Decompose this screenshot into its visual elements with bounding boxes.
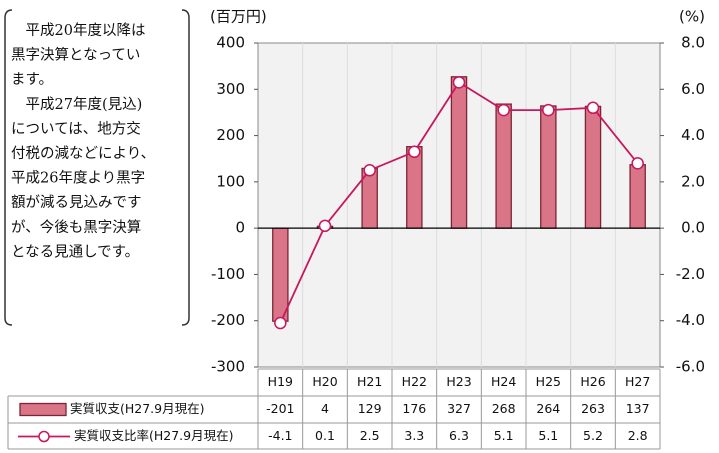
- x-tick-label: H22: [402, 374, 427, 389]
- y2-tick-label: -6.0: [676, 358, 705, 376]
- line-marker: [631, 157, 644, 170]
- table-value: 4: [321, 401, 329, 416]
- x-tick-label: H24: [491, 374, 516, 389]
- bar: [495, 103, 512, 229]
- table-value: 2.5: [360, 428, 380, 443]
- y-tick-label: 300: [216, 80, 245, 98]
- table-value: 5.1: [494, 428, 514, 443]
- y2-tick-label: 2.0: [681, 172, 705, 190]
- table-value: 327: [447, 401, 471, 416]
- annotation-line: 平成20年度以降は: [11, 22, 145, 39]
- line-marker: [586, 101, 600, 115]
- annotation-line: 平成26年度より黒字: [11, 170, 145, 187]
- table-value: 268: [492, 401, 516, 416]
- bar: [406, 146, 423, 229]
- table-value: 264: [536, 401, 560, 416]
- table-value: 5.1: [538, 428, 558, 443]
- y-tick-label: -200: [211, 311, 245, 329]
- legend-marker: [38, 430, 50, 443]
- legend-label: 実質収支(H27.9月現在): [70, 401, 205, 416]
- legend-swatch: [19, 402, 67, 417]
- table-value: 2.8: [628, 428, 648, 443]
- annotation-line: 平成27年度(見込): [11, 96, 142, 113]
- y-tick-label: 400: [216, 34, 245, 52]
- y2-tick-label: -4.0: [676, 311, 705, 329]
- line-marker: [408, 145, 421, 159]
- annotation-line: となる見通しです。: [11, 243, 139, 260]
- x-tick-label: H25: [536, 374, 561, 389]
- table-value: 263: [581, 401, 605, 416]
- table-value: 6.3: [449, 428, 469, 443]
- x-tick-label: H27: [625, 374, 650, 389]
- annotation-line: ます。: [11, 71, 53, 88]
- bracket-left: [4, 9, 13, 326]
- table-value: 3.3: [404, 428, 424, 443]
- bar: [540, 105, 557, 229]
- table-value: 137: [626, 401, 650, 416]
- bar: [584, 105, 602, 229]
- y-tick-label: -100: [211, 265, 245, 283]
- y2-tick-label: 0.0: [681, 219, 705, 237]
- y-tick-label: 0: [235, 219, 245, 237]
- y-tick-label: 200: [216, 126, 245, 144]
- bracket-right: [181, 9, 190, 326]
- x-tick-label: H23: [446, 374, 471, 389]
- table-value: 0.1: [315, 428, 335, 443]
- line-marker: [318, 219, 332, 233]
- y-tick-label: -300: [211, 358, 245, 376]
- annotation-line: については、地方交: [11, 119, 141, 137]
- x-tick-label: H21: [357, 374, 382, 389]
- y-axis-label: (百万円): [210, 8, 267, 26]
- table-value: 5.2: [583, 428, 603, 443]
- line-marker: [363, 164, 376, 177]
- line-marker: [452, 76, 466, 89]
- annotation-line: が、今後も黒字決算: [11, 219, 141, 236]
- line-marker: [497, 103, 510, 117]
- bar: [272, 227, 289, 322]
- bar: [450, 76, 468, 229]
- table-value: 176: [402, 401, 426, 416]
- y2-tick-label: -2.0: [676, 265, 705, 283]
- x-tick-label: H20: [312, 374, 337, 389]
- y2-tick-label: 8.0: [681, 34, 705, 52]
- x-tick-label: H19: [268, 374, 293, 389]
- y2-axis-label: (%): [679, 8, 705, 26]
- table-value: 129: [358, 401, 382, 416]
- line-marker: [542, 103, 555, 117]
- annotation-line: 付税の減などにより、: [11, 145, 155, 162]
- legend-label: 実質収支比率(H27.9月現在): [74, 428, 234, 443]
- table-value: -4.1: [268, 428, 292, 443]
- y2-tick-label: 4.0: [681, 126, 705, 144]
- y-tick-label: 100: [216, 172, 245, 190]
- annotation-line: 額が減る見込みです: [11, 194, 142, 211]
- line-marker: [274, 316, 287, 330]
- bar: [629, 164, 646, 229]
- y2-tick-label: 6.0: [681, 80, 705, 98]
- annotation-line: 黒字決算となってい: [11, 47, 140, 64]
- x-tick-label: H26: [580, 374, 605, 389]
- table-value: -201: [266, 401, 294, 416]
